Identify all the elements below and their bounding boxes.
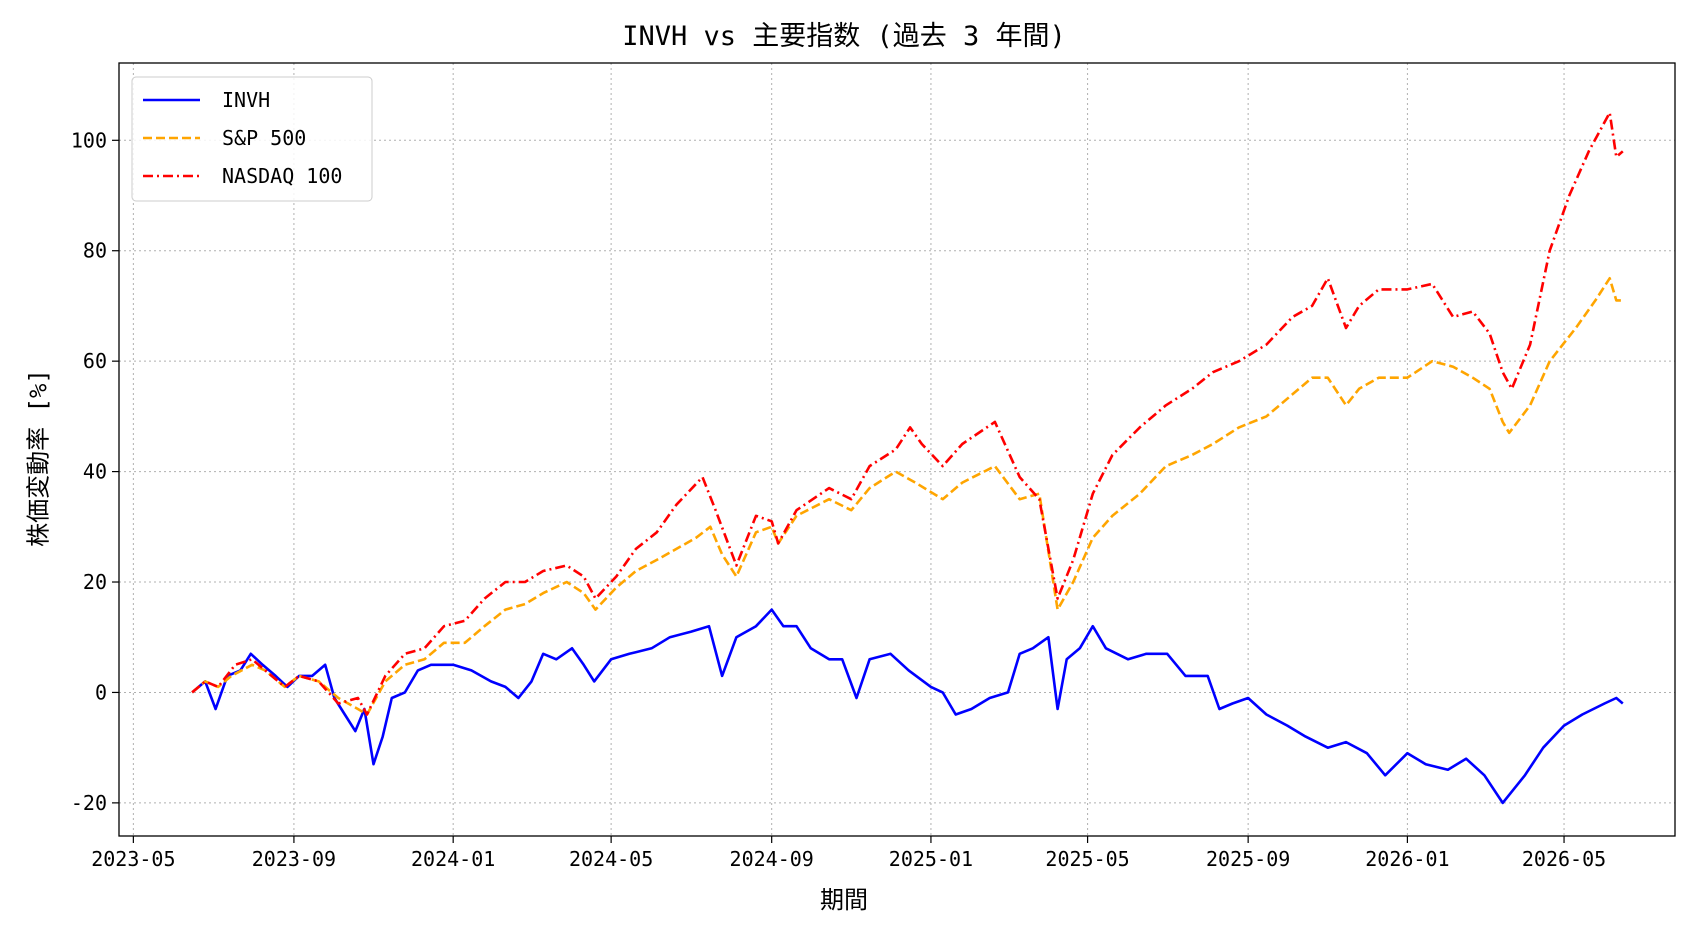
- series-line-0: [191, 608, 1624, 805]
- x-tick-label: 2024-09: [730, 847, 814, 871]
- chart-title: INVH vs 主要指数 (過去 3 年間): [622, 21, 1066, 52]
- series-line-2: [191, 111, 1624, 716]
- y-tick-label: 80: [83, 239, 107, 263]
- x-tick-label: 2026-01: [1365, 847, 1449, 871]
- x-tick-label: 2024-01: [411, 847, 495, 871]
- x-axis-label: 期間: [820, 886, 868, 914]
- grid: [119, 63, 1675, 836]
- series-line-1: [191, 276, 1623, 716]
- y-axis-ticks: -20 0 20 40 60 80 100: [71, 128, 119, 815]
- y-tick-label: 60: [83, 349, 107, 373]
- y-tick-label: 100: [71, 128, 107, 152]
- legend-label: S&P 500: [222, 126, 306, 150]
- x-tick-label: 2024-05: [569, 847, 653, 871]
- legend: INVH S&P 500 NASDAQ 100: [131, 76, 373, 202]
- y-tick-label: -20: [71, 791, 107, 815]
- x-axis-ticks: 2023-05 2023-09 2024-01 2024-05 2024-09 2025-…: [91, 836, 1606, 871]
- x-tick-label: 2025-09: [1206, 847, 1290, 871]
- legend-label: NASDAQ 100: [222, 164, 342, 188]
- legend-label: INVH: [222, 88, 270, 112]
- series-layer: [191, 111, 1624, 805]
- x-tick-label: 2023-05: [91, 847, 175, 871]
- y-tick-label: 40: [83, 460, 107, 484]
- x-tick-label: 2023-09: [252, 847, 336, 871]
- x-tick-label: 2025-01: [889, 847, 973, 871]
- legend-box: [131, 76, 373, 202]
- y-tick-label: 20: [83, 570, 107, 594]
- plot-frame: [118, 62, 1676, 837]
- x-tick-label: 2025-05: [1045, 847, 1129, 871]
- x-tick-label: 2026-05: [1522, 847, 1606, 871]
- y-tick-label: 0: [95, 680, 107, 704]
